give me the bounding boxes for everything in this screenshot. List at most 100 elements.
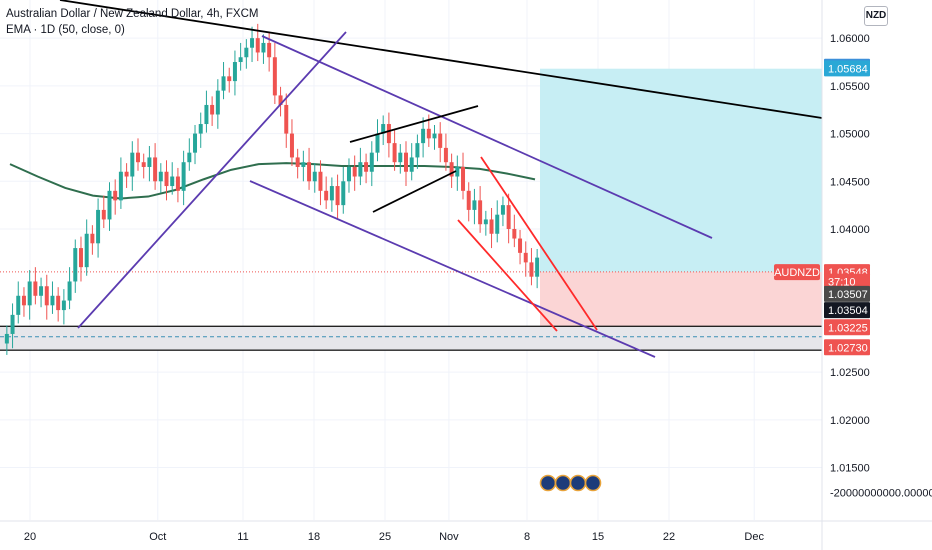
candle-body xyxy=(284,104,289,134)
candle-body xyxy=(244,47,249,58)
candle-body xyxy=(10,314,15,334)
x-tick-label: 18 xyxy=(308,531,320,543)
price-tag xyxy=(824,319,870,336)
candle-body xyxy=(512,228,517,239)
candle-body xyxy=(204,104,209,125)
candle-body xyxy=(187,152,192,163)
currency-button[interactable]: NZD xyxy=(864,6,888,26)
major-downtrend-line xyxy=(59,0,823,119)
candle-body xyxy=(56,295,61,311)
candle-body xyxy=(495,214,500,234)
candle-body xyxy=(33,281,38,296)
candle-body xyxy=(221,76,226,91)
candle-body xyxy=(335,186,340,206)
candle-body xyxy=(523,252,528,263)
candle-body xyxy=(227,76,232,82)
candle-body xyxy=(341,181,346,206)
wedge-upper-line xyxy=(480,156,598,331)
candle-body xyxy=(421,128,426,144)
candles xyxy=(4,23,540,355)
flag-top-line xyxy=(349,105,479,143)
lower-channel-line xyxy=(249,180,656,358)
candle-body xyxy=(500,205,505,215)
candle-body xyxy=(455,166,460,177)
event-flag-icon xyxy=(554,474,572,492)
candle-body xyxy=(312,171,317,182)
candle-body xyxy=(489,219,494,234)
candle-body xyxy=(472,200,477,210)
candle-body xyxy=(529,262,534,277)
y-tick-label: -20000000000.00000 xyxy=(830,487,932,499)
candle-body xyxy=(386,124,391,144)
price-tag xyxy=(824,60,870,77)
support-band xyxy=(0,326,822,351)
candle-body xyxy=(84,233,89,268)
candle-body xyxy=(392,143,397,163)
candle-body xyxy=(124,171,129,177)
candle-body xyxy=(352,166,357,177)
wedge-lower-line xyxy=(457,219,558,332)
symbol-tag xyxy=(774,264,820,281)
candle-body xyxy=(449,162,454,177)
x-tick-label: 22 xyxy=(663,531,675,543)
time-axis: 20 Oct 11 18 25 Nov 8 15 22 Dec xyxy=(0,520,932,543)
candle-body xyxy=(426,128,431,139)
price-tag xyxy=(824,302,870,319)
candle-body xyxy=(101,209,106,220)
candle-body xyxy=(329,186,334,201)
candle-body xyxy=(210,104,215,115)
x-tick-label: 15 xyxy=(592,531,604,543)
candle-body xyxy=(318,171,323,191)
price-tag xyxy=(824,285,870,302)
candle-body xyxy=(170,176,175,187)
trendline-drawings xyxy=(59,0,823,492)
x-tick-label: 25 xyxy=(379,531,391,543)
candle-body xyxy=(181,162,186,191)
candle-body xyxy=(535,257,540,277)
candle-body xyxy=(136,152,140,163)
candle-body xyxy=(175,176,180,191)
candle-body xyxy=(432,133,437,139)
candle-body xyxy=(301,162,306,167)
candle-body xyxy=(404,152,408,172)
candle-body xyxy=(141,162,146,167)
candle-body xyxy=(61,300,66,311)
y-tick-label: 1.02000 xyxy=(830,415,870,427)
price-tag-text: 1.02730 xyxy=(828,342,868,354)
candle-body xyxy=(238,57,243,63)
candle-body xyxy=(113,190,118,201)
candle-body xyxy=(4,333,9,344)
y-tick-label: 1.06000 xyxy=(830,33,870,45)
candle-body xyxy=(158,171,163,182)
candle-body xyxy=(506,205,511,229)
candle-body xyxy=(198,124,203,134)
candle-body xyxy=(16,295,21,315)
price-tag-text: 1.03225 xyxy=(828,322,868,334)
candle-body xyxy=(278,95,283,105)
y-tick-label: 1.05000 xyxy=(830,129,870,141)
candle-body xyxy=(346,166,351,182)
upper-channel-line xyxy=(261,35,713,239)
candle-body xyxy=(289,133,294,158)
candle-body xyxy=(21,295,26,306)
candle-body xyxy=(78,248,83,268)
candle-body xyxy=(443,147,448,163)
candle-body xyxy=(147,157,152,167)
candle-body xyxy=(193,133,198,153)
trade-zones xyxy=(0,68,822,351)
price-tag xyxy=(824,339,870,356)
candle-body xyxy=(295,157,300,167)
candle-body xyxy=(438,133,443,148)
event-flag-icon xyxy=(584,474,602,492)
y-tick-label: 1.04500 xyxy=(830,176,870,188)
price-tag-text: 1.03507 xyxy=(828,289,868,301)
y-tick-label: 1.01500 xyxy=(830,463,870,475)
candle-body xyxy=(409,157,414,172)
y-tick-label: 1.04000 xyxy=(830,224,870,236)
candle-body xyxy=(232,62,237,82)
ema-line xyxy=(9,162,536,200)
candle-body xyxy=(381,124,386,134)
x-tick-label: 20 xyxy=(24,531,36,543)
ema-path xyxy=(9,162,536,200)
